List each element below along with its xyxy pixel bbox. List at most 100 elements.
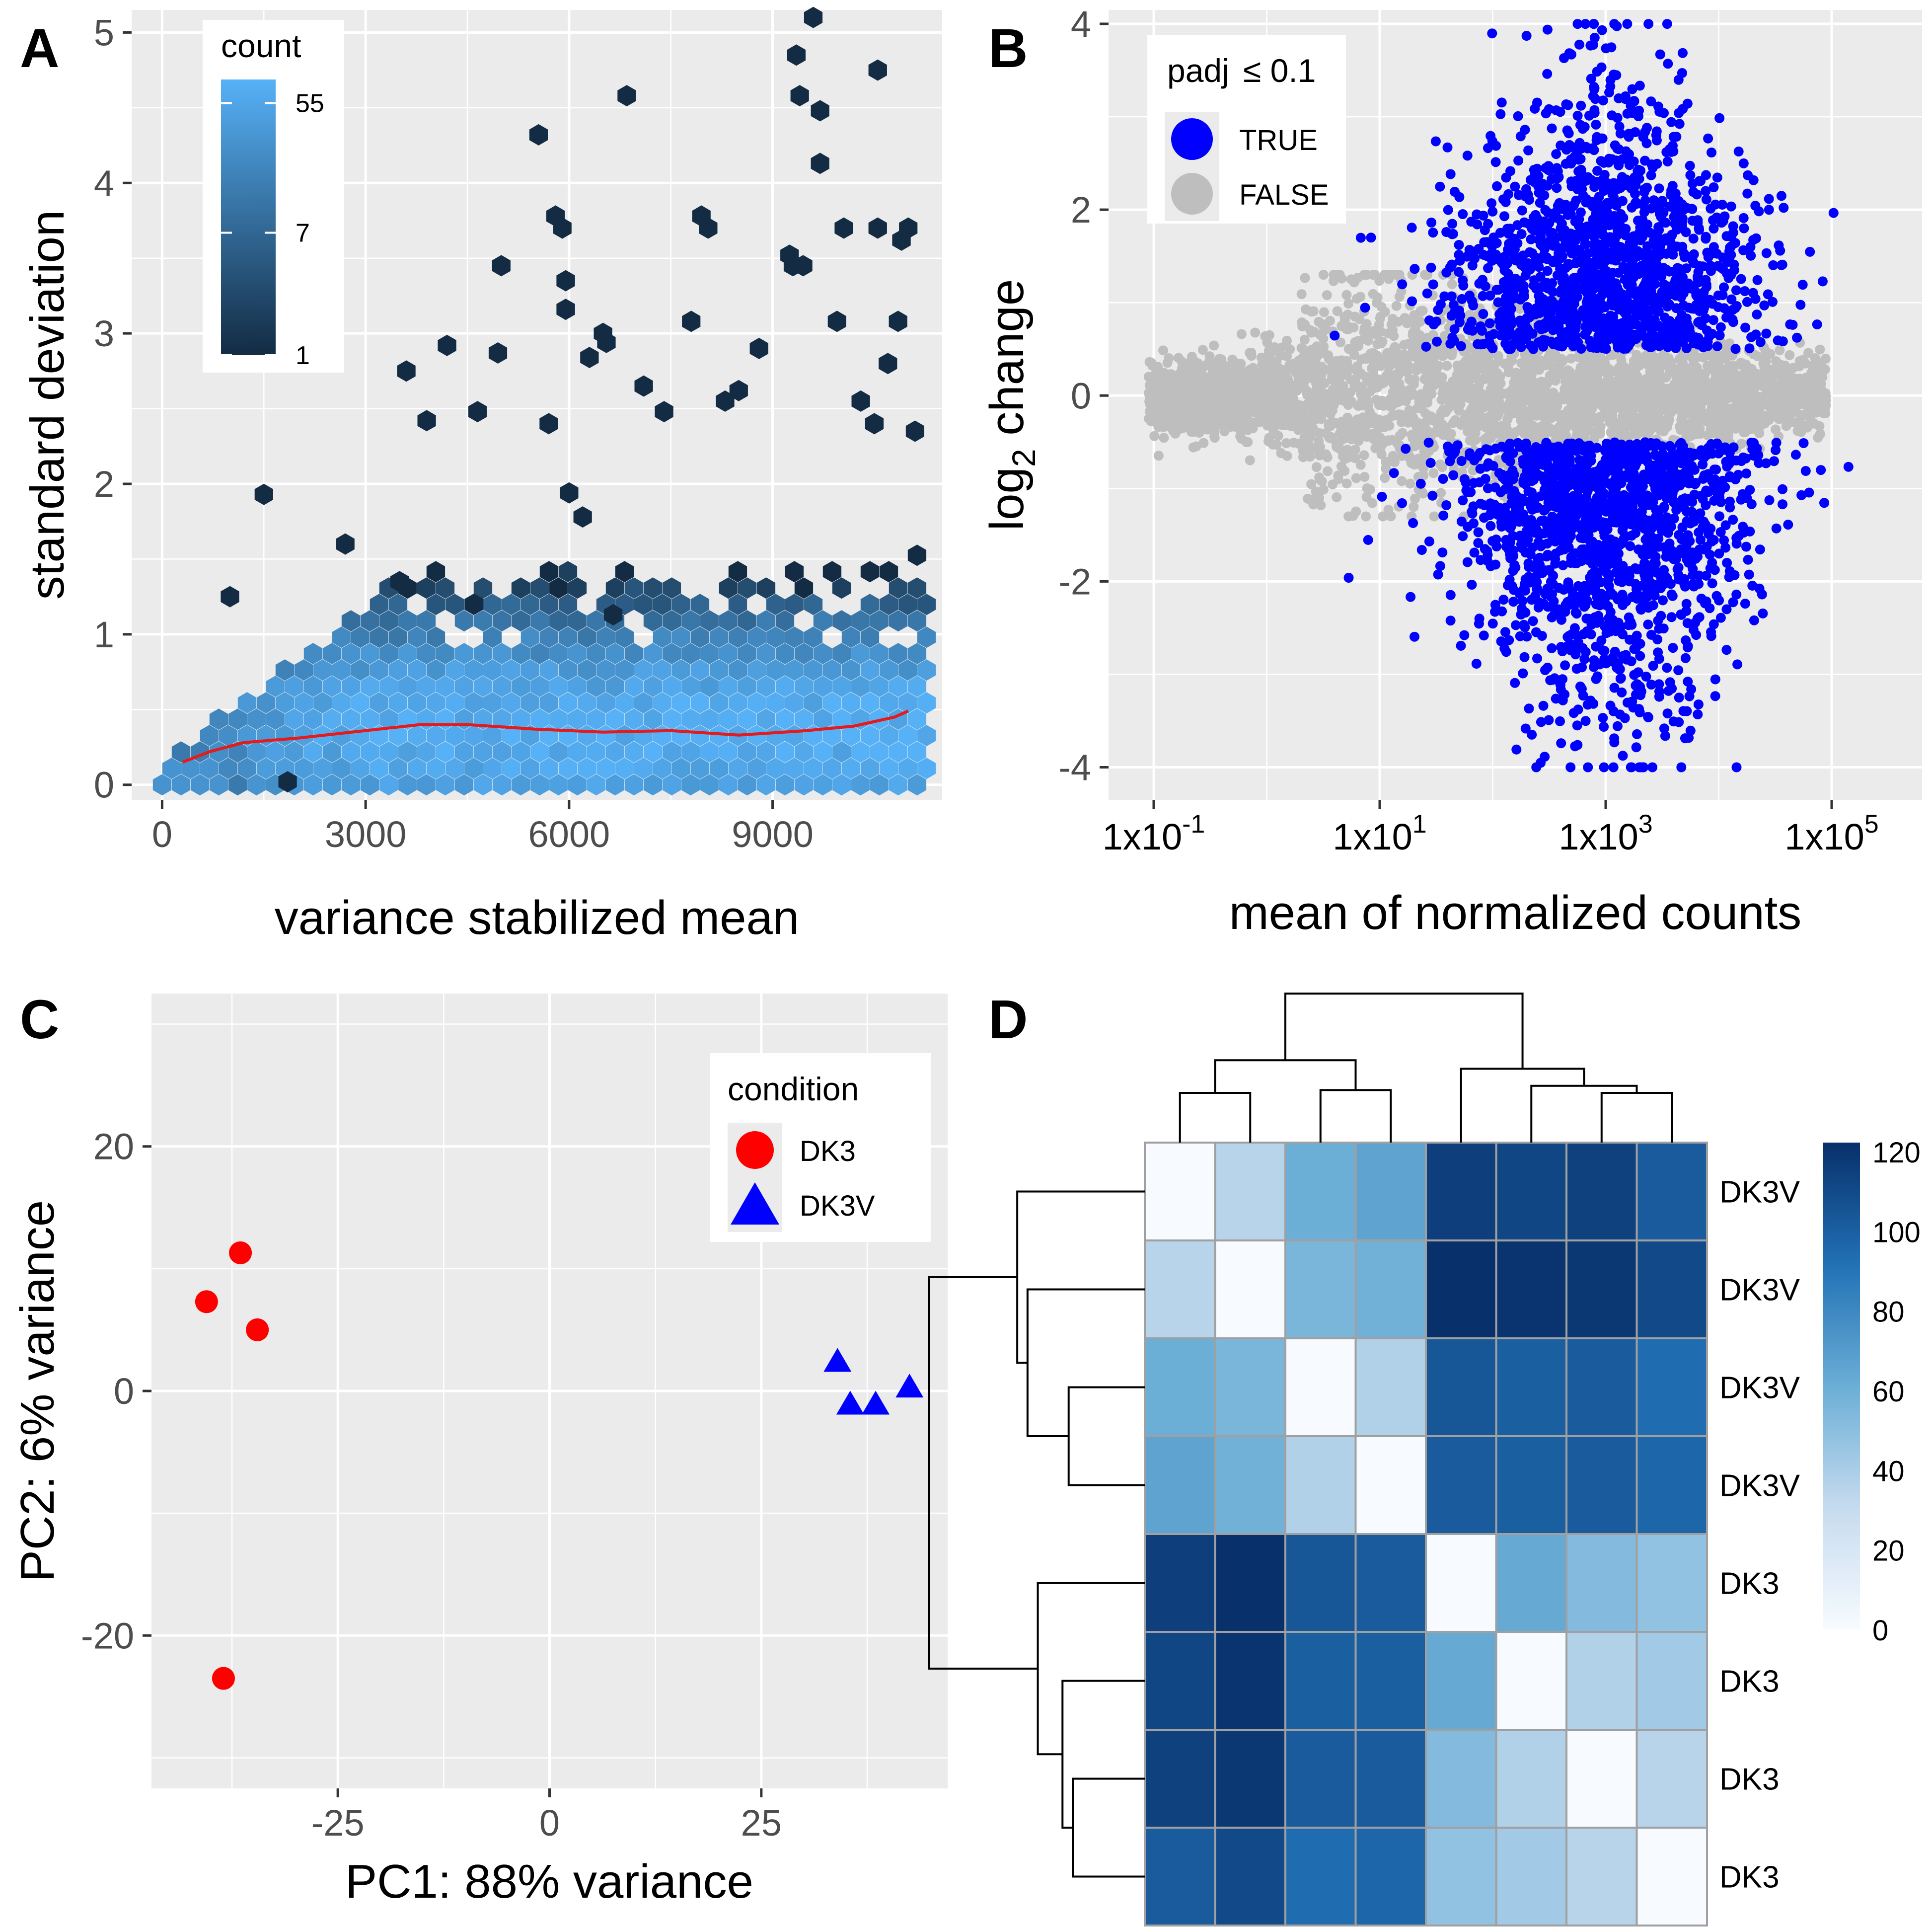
- ma-point-not-significant: [1294, 403, 1304, 413]
- hexbin: [511, 610, 530, 632]
- ma-point-significant: [1511, 744, 1522, 755]
- hexbin: [464, 692, 483, 714]
- ma-point-not-significant: [1306, 350, 1316, 361]
- hexbin: [605, 676, 625, 697]
- ma-point-not-significant: [1301, 385, 1312, 396]
- ma-point-not-significant: [1413, 391, 1423, 402]
- ma-point-not-significant: [1422, 397, 1433, 408]
- hexbin: [360, 643, 379, 665]
- hexbin: [530, 741, 549, 763]
- ma-point-not-significant: [1442, 361, 1452, 371]
- ma-point-significant: [1360, 303, 1370, 313]
- hexbin: [624, 577, 644, 599]
- hexbin: [738, 708, 757, 730]
- ma-point-significant: [1438, 474, 1448, 484]
- hexbin: [841, 659, 861, 681]
- ma-point-not-significant: [1172, 419, 1183, 429]
- hexbin-outlier: [336, 533, 355, 555]
- hexbin: [822, 758, 842, 779]
- panel-a-legend-title: count: [221, 27, 301, 64]
- ma-point-significant: [1491, 141, 1501, 151]
- hexbin: [879, 561, 898, 583]
- hexbin: [879, 758, 898, 779]
- hexbin: [549, 577, 568, 599]
- ma-point-not-significant: [1386, 401, 1396, 412]
- ma-point-not-significant: [1800, 358, 1811, 369]
- hexbin: [681, 643, 700, 665]
- hexbin: [804, 626, 823, 648]
- hexbin-outlier: [892, 229, 911, 251]
- ma-point-not-significant: [1750, 390, 1760, 401]
- hexbin: [351, 758, 370, 779]
- ma-point-significant: [1406, 592, 1416, 602]
- hexbin: [351, 626, 370, 648]
- hexbin: [492, 643, 512, 665]
- ma-point-not-significant: [1390, 457, 1400, 467]
- hexbin: [577, 692, 596, 714]
- ma-point-significant: [1612, 144, 1623, 154]
- hexbin: [794, 577, 814, 599]
- hexbin: [285, 676, 304, 697]
- hexbin: [756, 708, 776, 730]
- hexbin: [511, 676, 530, 697]
- hexbin: [643, 610, 663, 632]
- ma-point-not-significant: [1458, 386, 1469, 397]
- ma-point-not-significant: [1629, 424, 1639, 435]
- ma-point-not-significant: [1422, 333, 1432, 343]
- hexbin: [700, 676, 719, 697]
- ma-point-not-significant: [1261, 385, 1271, 395]
- hexbin-outlier: [397, 360, 416, 382]
- ma-point-significant: [1714, 511, 1724, 522]
- hexbin: [454, 610, 474, 632]
- ma-point-not-significant: [1280, 420, 1290, 430]
- hexbin: [332, 692, 351, 714]
- ma-point-not-significant: [1409, 430, 1419, 440]
- hexbin-outlier: [553, 217, 572, 239]
- hexbin: [596, 692, 615, 714]
- hexbin-outlier: [634, 375, 653, 397]
- hexbin: [756, 643, 776, 665]
- ma-point-significant: [1599, 722, 1609, 732]
- hexbin: [436, 676, 455, 697]
- hexbin: [398, 676, 417, 697]
- hexbin: [747, 626, 766, 648]
- panel-a-x-axis-title: variance stabilized mean: [275, 891, 800, 944]
- ma-point-not-significant: [1464, 352, 1474, 363]
- hexbin: [615, 561, 634, 583]
- hexbin: [360, 774, 379, 796]
- hexbin: [662, 676, 681, 697]
- ma-point-significant: [1622, 19, 1633, 29]
- hexbin: [520, 758, 540, 779]
- ma-point-not-significant: [1688, 358, 1699, 369]
- hexbin: [436, 741, 455, 763]
- hexbin: [568, 643, 587, 665]
- ma-point-not-significant: [1328, 479, 1338, 490]
- hexbin: [436, 643, 455, 665]
- hexbin: [228, 774, 247, 796]
- hexbin: [530, 643, 549, 665]
- hexbin: [860, 626, 880, 648]
- ma-point-not-significant: [1410, 345, 1420, 356]
- panel-a-y-tick-label: 4: [94, 162, 114, 204]
- ma-point-not-significant: [1788, 363, 1798, 373]
- hexbin-outlier: [221, 586, 239, 608]
- ma-point-significant: [1655, 49, 1665, 60]
- ma-point-not-significant: [1196, 392, 1207, 403]
- hexbin: [671, 594, 691, 616]
- hexbin: [889, 741, 908, 763]
- hexbin: [587, 676, 606, 697]
- hexbin: [417, 741, 436, 763]
- hexbin: [558, 659, 578, 681]
- hexbin-outlier: [560, 482, 579, 504]
- hexbin: [445, 659, 464, 681]
- ma-point-significant: [1454, 240, 1464, 250]
- hexbin: [313, 692, 332, 714]
- ma-point-significant: [1800, 466, 1811, 476]
- hexbin: [898, 692, 917, 714]
- ma-point-significant: [1421, 341, 1431, 352]
- hexbin: [285, 708, 304, 730]
- ma-point-not-significant: [1688, 383, 1698, 392]
- ma-point-not-significant: [1161, 413, 1172, 424]
